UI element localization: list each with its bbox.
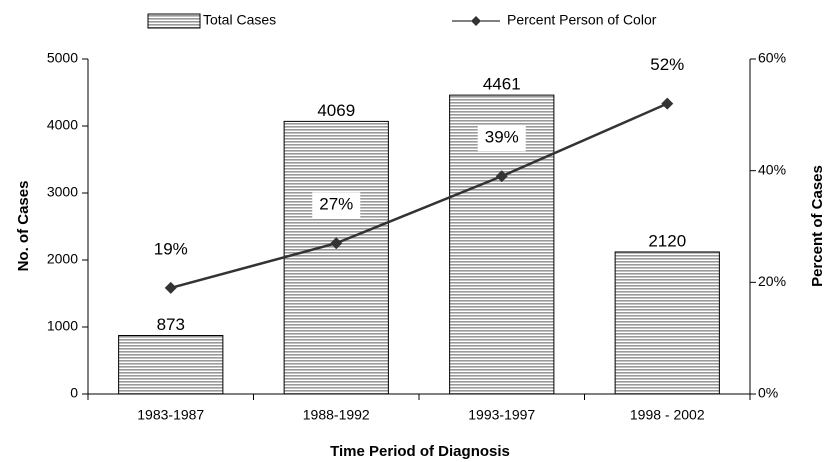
x-tick-label: 1993-1997 (468, 407, 535, 423)
legend-swatch (147, 13, 201, 29)
y-tick-label: 3000 (47, 184, 78, 200)
legend-label: Percent Person of Color (507, 12, 657, 28)
bar (283, 120, 389, 395)
line-value-label: 39% (485, 128, 519, 147)
x-tick-label: 1988-1992 (303, 407, 370, 423)
y-tick-label: 0 (70, 385, 78, 401)
y-tick-label: 4000 (47, 117, 78, 133)
y2-tick-label: 20% (758, 273, 786, 289)
bar-value-label: 4069 (317, 101, 355, 120)
value-label-box (146, 236, 195, 263)
bar (614, 251, 720, 395)
x-tick-label: 1998 - 2002 (630, 407, 705, 423)
y2-tick-label: 40% (758, 161, 786, 177)
x-axis-title: Time Period of Diagnosis (330, 443, 510, 460)
x-tick-label: 1983-1987 (137, 407, 204, 423)
line-marker (330, 237, 343, 250)
value-label-box (477, 125, 526, 152)
y-tick-label: 5000 (47, 50, 78, 66)
line-value-label: 27% (319, 195, 353, 214)
bar (118, 335, 224, 395)
y2-tick-label: 0% (758, 385, 778, 401)
line-marker (495, 170, 508, 183)
line-value-label: 52% (650, 55, 684, 74)
bar-value-label: 873 (157, 315, 185, 334)
y2-tick-label: 60% (758, 50, 786, 66)
y-tick-label: 2000 (47, 251, 78, 267)
bar-value-label: 2120 (648, 231, 686, 250)
bar-value-label: 4461 (483, 75, 521, 94)
legend-marker (471, 16, 481, 26)
value-label-box (312, 192, 361, 219)
legend-label: Total Cases (203, 12, 276, 28)
y2-axis-title: Percent of Cases (809, 165, 826, 287)
line-marker (164, 281, 177, 294)
y-tick-label: 1000 (47, 318, 78, 334)
value-label-box (643, 52, 692, 79)
line-marker (661, 97, 674, 110)
line-value-label: 19% (154, 239, 188, 258)
y-axis-title: No. of Cases (15, 181, 32, 272)
line (170, 102, 668, 290)
